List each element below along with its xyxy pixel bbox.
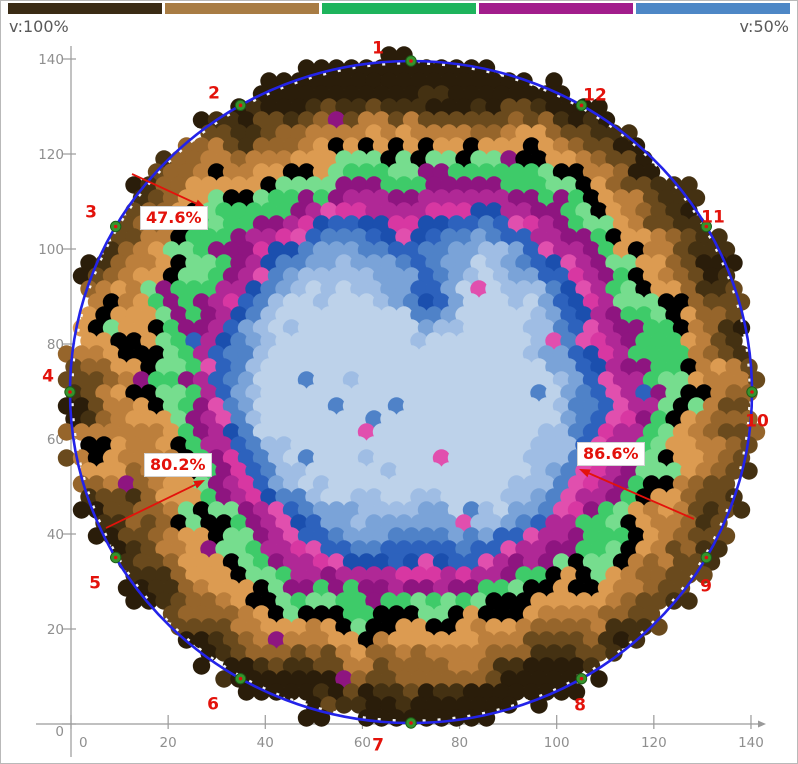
clock-dot-center-12 — [579, 103, 584, 108]
y-tick-label: 0 — [55, 724, 64, 740]
legend-segment-tan — [165, 3, 319, 14]
clock-label-4: 4 — [42, 366, 54, 387]
hexbin-cells — [57, 46, 766, 727]
x-tick-label: 140 — [738, 735, 764, 751]
clock-label-1: 1 — [372, 38, 384, 59]
y-tick-label: 20 — [47, 622, 64, 638]
clock-dot-center-9 — [704, 555, 709, 560]
clock-dot-center-10 — [750, 390, 754, 394]
clock-label-9: 9 — [700, 576, 712, 597]
y-tick-label: 100 — [38, 242, 64, 258]
annotation-arrow-line-0 — [131, 173, 197, 205]
clock-label-5: 5 — [89, 573, 101, 594]
x-tick-label: 20 — [160, 735, 177, 751]
clock-dot-center-2 — [238, 103, 243, 108]
x-tick-label: 40 — [257, 735, 274, 751]
clock-dot-center-3 — [113, 224, 118, 229]
y-tick-label: 140 — [38, 52, 64, 68]
value-scale-left-label: v:100% — [9, 17, 69, 36]
x-tick-label: 100 — [544, 735, 570, 751]
clock-label-7: 7 — [372, 735, 384, 756]
legend-segment-green — [322, 3, 476, 14]
y-tick-label: 120 — [38, 147, 64, 163]
x-tick-label: 80 — [451, 735, 468, 751]
clock-label-10: 10 — [745, 411, 769, 432]
x-axis-arrow — [758, 720, 766, 728]
clock-label-11: 11 — [701, 207, 725, 228]
clock-dot-center-6 — [238, 676, 243, 681]
x-tick-label: 0 — [79, 735, 88, 751]
clock-dot-center-8 — [579, 676, 584, 681]
clock-label-3: 3 — [85, 202, 97, 223]
legend-segment-magenta — [479, 3, 633, 14]
value-scale-right-label: v:50% — [739, 17, 789, 36]
annotation-arrow-head-0 — [194, 199, 206, 208]
annotation-value-box-2: 86.6% — [577, 442, 645, 466]
clock-dot-center-5 — [113, 555, 118, 560]
legend-color-bar — [8, 3, 790, 14]
x-tick-label: 60 — [354, 735, 371, 751]
x-tick-label: 120 — [641, 735, 667, 751]
annotation-value-box-0: 47.6% — [140, 206, 208, 230]
annotation-arrow-line-2 — [588, 472, 695, 520]
legend-segment-blue — [636, 3, 790, 14]
y-tick-label: 40 — [47, 527, 64, 543]
annotation-value-box-1: 80.2% — [144, 453, 212, 477]
annotation-arrow-line-1 — [105, 483, 196, 529]
clock-dot-center-11 — [704, 224, 709, 229]
legend-segment-dark-brown — [8, 3, 162, 14]
clock-label-8: 8 — [574, 695, 586, 716]
clock-dot-center-4 — [68, 390, 72, 394]
annotation-arrow-head-1 — [193, 480, 205, 489]
clock-dot-center-1 — [409, 59, 413, 63]
clock-label-12: 12 — [583, 85, 607, 106]
annotation-arrow-head-2 — [579, 469, 591, 478]
clock-label-6: 6 — [207, 694, 219, 715]
clock-label-2: 2 — [208, 83, 220, 104]
clock-dot-center-7 — [409, 721, 413, 725]
